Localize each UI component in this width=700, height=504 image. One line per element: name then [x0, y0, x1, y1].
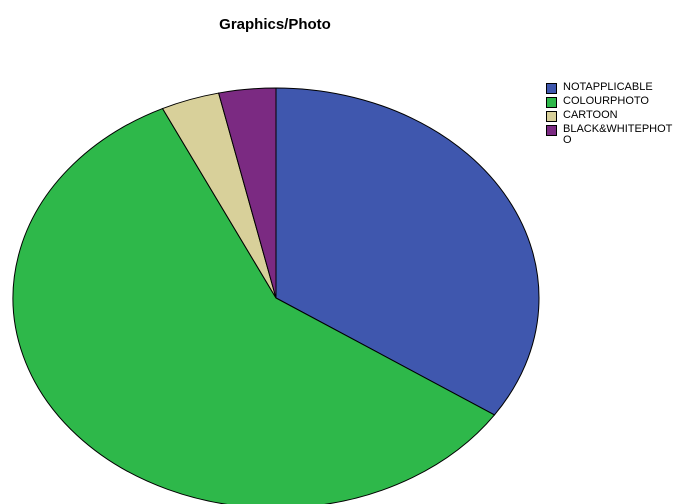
legend-swatch	[546, 125, 557, 136]
legend: NOTAPPLICABLE COLOURPHOTO CARTOON BLACK&WHI…	[546, 82, 696, 148]
legend-swatch	[546, 97, 557, 108]
legend-label: CARTOON	[563, 109, 618, 121]
legend-label: BLACK&WHITEPHOTO	[563, 123, 673, 146]
legend-item: CARTOON	[546, 110, 696, 122]
legend-label: COLOURPHOTO	[563, 95, 649, 107]
legend-swatch	[546, 111, 557, 122]
legend-swatch	[546, 83, 557, 94]
pie-slice-colourphoto	[12, 107, 496, 504]
pie-slice-black-whitephoto	[218, 87, 277, 299]
legend-item: NOTAPPLICABLE	[546, 82, 696, 94]
legend-label: NOTAPPLICABLE	[563, 81, 653, 93]
chart-title: Graphics/Photo	[219, 16, 331, 33]
pie-slice-notapplicable	[275, 87, 540, 416]
legend-item: COLOURPHOTO	[546, 96, 696, 108]
legend-item: BLACK&WHITEPHOTO	[546, 124, 696, 146]
